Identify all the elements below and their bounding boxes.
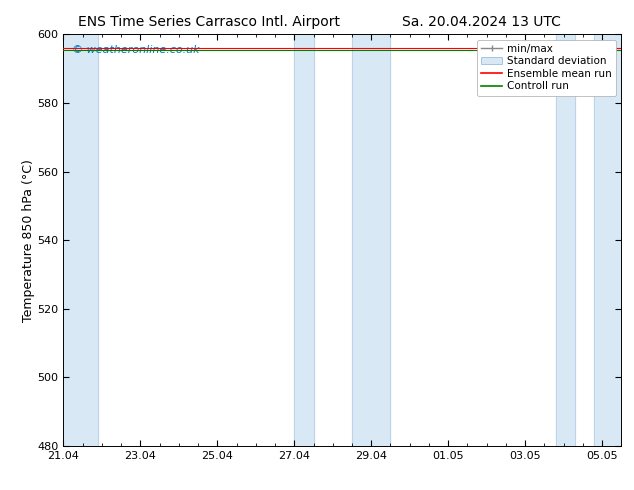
Bar — [60, 34, 98, 446]
Text: Sa. 20.04.2024 13 UTC: Sa. 20.04.2024 13 UTC — [403, 15, 561, 29]
Bar — [595, 34, 621, 446]
Bar — [556, 34, 575, 446]
Text: © weatheronline.co.uk: © weatheronline.co.uk — [72, 45, 200, 54]
Bar — [294, 34, 313, 446]
Bar — [352, 34, 391, 446]
Text: ENS Time Series Carrasco Intl. Airport: ENS Time Series Carrasco Intl. Airport — [78, 15, 340, 29]
Y-axis label: Temperature 850 hPa (°C): Temperature 850 hPa (°C) — [22, 159, 34, 321]
Legend: min/max, Standard deviation, Ensemble mean run, Controll run: min/max, Standard deviation, Ensemble me… — [477, 40, 616, 96]
